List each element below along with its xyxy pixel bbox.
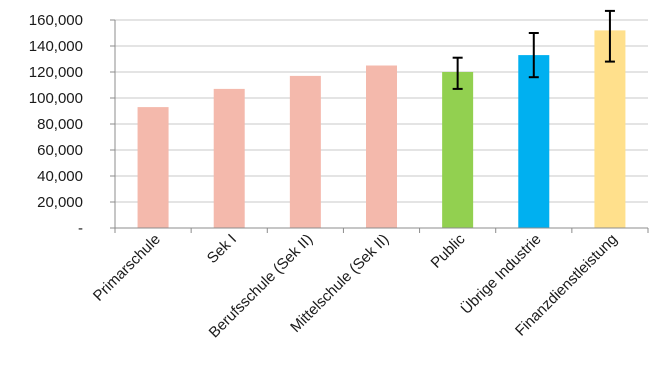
axes — [110, 19, 649, 233]
y-tick-label: 40,000 — [37, 168, 83, 185]
y-tick-label: - — [78, 220, 83, 237]
y-tick-label: 160,000 — [29, 12, 83, 29]
y-tick-label: 140,000 — [29, 38, 83, 55]
x-category-label: Sek I — [204, 231, 240, 267]
y-tick-label: 20,000 — [37, 194, 83, 211]
bars — [137, 30, 626, 229]
error-bar — [604, 9, 615, 63]
y-tick-label: 100,000 — [29, 90, 83, 107]
x-category-label: Übrige Industrie — [457, 230, 545, 318]
bar — [366, 65, 397, 228]
y-tick-label: 80,000 — [37, 116, 83, 133]
bar — [442, 72, 474, 228]
bar — [213, 88, 245, 229]
error-bars — [452, 9, 615, 90]
bar — [289, 75, 321, 229]
y-tick-label: 120,000 — [29, 64, 83, 81]
error-bar — [452, 56, 463, 90]
bar — [594, 30, 626, 229]
bar — [137, 107, 169, 228]
x-category-label: Primarschule — [90, 231, 164, 305]
bar — [518, 55, 550, 228]
y-axis-tick-labels: - 20,000 40,000 60,000 80,000 100,000 120,000 1… — [29, 12, 83, 237]
y-tick-label: 60,000 — [37, 142, 83, 159]
x-category-label: Public — [428, 230, 469, 271]
error-bar — [528, 32, 539, 79]
